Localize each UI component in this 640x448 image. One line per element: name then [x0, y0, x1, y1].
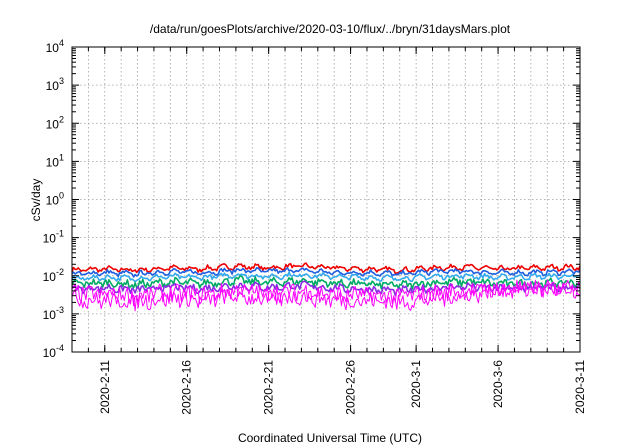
series-line [71, 279, 581, 307]
y-tick-label: 10-3 [43, 305, 64, 322]
y-tick-label: 102 [46, 114, 64, 131]
x-tick-label: 2020-2-16 [180, 360, 194, 415]
y-ticks: 10-4 10-3 10-2 10-1 100 101 102 103 104 [43, 38, 580, 360]
y-axis-label: cSv/day [29, 179, 43, 222]
series-layer [71, 262, 581, 312]
grid [72, 47, 580, 352]
y-tick-label: 10-1 [43, 229, 64, 246]
series-line [71, 271, 581, 283]
y-tick-label: 103 [46, 76, 64, 93]
y-tick-label: 10-4 [43, 343, 64, 360]
x-tick-label: 2020-2-21 [262, 360, 276, 415]
y-tick-label: 100 [46, 191, 64, 208]
x-ticks: 2020-2-11 2020-2-16 2020-2-21 2020-2-26 2020… [87, 47, 587, 415]
y-tick-label: 10-2 [43, 267, 64, 284]
x-tick-label: 2020-3-11 [573, 360, 587, 414]
x-tick-label: 2020-2-11 [98, 360, 112, 414]
x-tick-label: 2020-3-1 [409, 360, 423, 408]
y-tick-label: 104 [46, 38, 64, 55]
series-line [71, 275, 581, 290]
x-axis-label: Coordinated Universal Time (UTC) [238, 431, 422, 445]
chart-title: /data/run/goesPlots/archive/2020-03-10/f… [150, 22, 511, 36]
series-line [71, 267, 581, 278]
x-tick-label: 2020-3-6 [491, 360, 505, 408]
series-line [71, 279, 581, 312]
x-tick-label: 2020-2-26 [344, 360, 358, 415]
series-line [71, 262, 581, 275]
y-tick-label: 101 [46, 152, 64, 169]
